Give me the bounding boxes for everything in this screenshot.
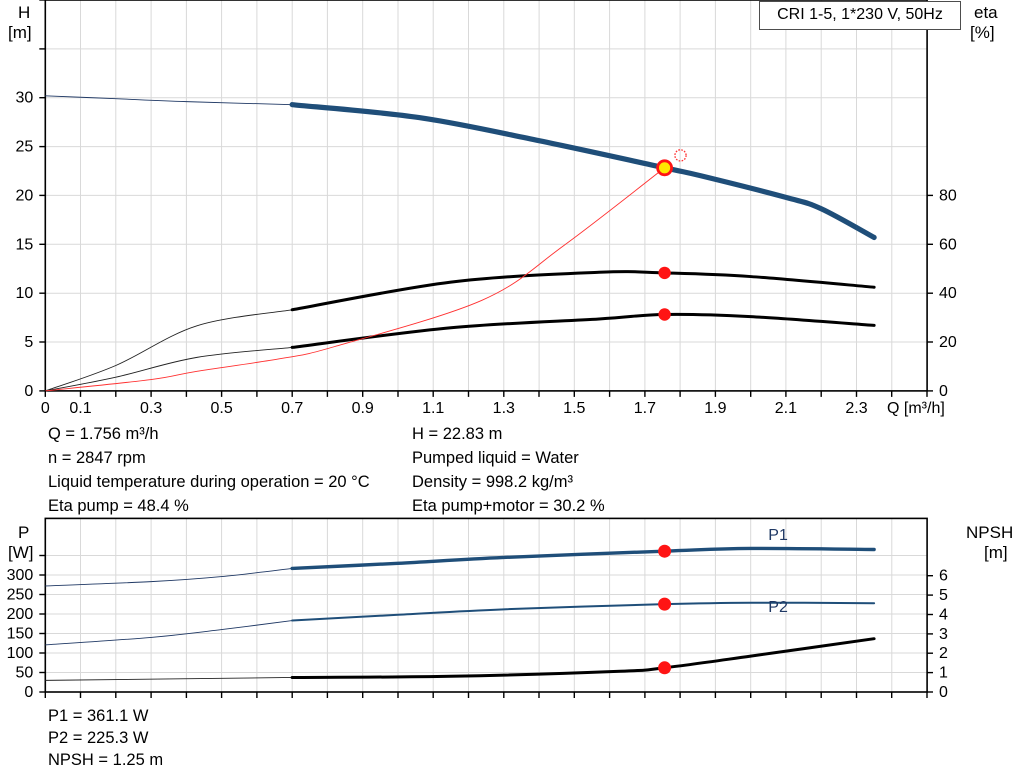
svg-text:2.1: 2.1 <box>775 400 797 417</box>
svg-text:1.5: 1.5 <box>563 400 585 417</box>
svg-text:60: 60 <box>939 236 957 253</box>
svg-text:3: 3 <box>939 626 948 643</box>
svg-text:5: 5 <box>939 587 948 604</box>
svg-text:2: 2 <box>939 645 948 662</box>
svg-text:2.3: 2.3 <box>845 400 867 417</box>
svg-text:20: 20 <box>16 187 34 204</box>
svg-text:P2: P2 <box>768 599 788 616</box>
svg-text:50: 50 <box>16 665 34 682</box>
svg-text:20: 20 <box>939 334 957 351</box>
svg-text:200: 200 <box>7 606 34 623</box>
svg-text:1.3: 1.3 <box>493 400 515 417</box>
svg-text:0.7: 0.7 <box>281 400 303 417</box>
svg-text:100: 100 <box>7 645 34 662</box>
svg-text:0.3: 0.3 <box>140 400 162 417</box>
svg-text:0: 0 <box>939 684 948 701</box>
svg-text:0: 0 <box>24 684 33 701</box>
svg-text:1.7: 1.7 <box>634 400 656 417</box>
svg-text:1: 1 <box>939 665 948 682</box>
svg-text:0.1: 0.1 <box>69 400 91 417</box>
svg-text:0: 0 <box>41 400 50 417</box>
svg-text:0: 0 <box>939 383 948 400</box>
svg-text:5: 5 <box>24 334 33 351</box>
svg-text:Q [m³/h]: Q [m³/h] <box>887 400 945 417</box>
svg-text:40: 40 <box>939 285 957 302</box>
svg-text:15: 15 <box>16 236 34 253</box>
svg-text:1.9: 1.9 <box>704 400 726 417</box>
svg-text:150: 150 <box>7 626 34 643</box>
svg-text:25: 25 <box>16 139 34 156</box>
svg-text:P1: P1 <box>768 527 788 544</box>
svg-text:0.5: 0.5 <box>210 400 232 417</box>
svg-text:6: 6 <box>939 568 948 585</box>
svg-text:250: 250 <box>7 587 34 604</box>
svg-text:80: 80 <box>939 187 957 204</box>
svg-text:0.9: 0.9 <box>352 400 374 417</box>
svg-text:30: 30 <box>16 90 34 107</box>
svg-text:0: 0 <box>24 383 33 400</box>
svg-text:300: 300 <box>7 567 34 584</box>
svg-text:1.1: 1.1 <box>422 400 444 417</box>
svg-text:4: 4 <box>939 607 948 624</box>
svg-text:10: 10 <box>16 285 34 302</box>
